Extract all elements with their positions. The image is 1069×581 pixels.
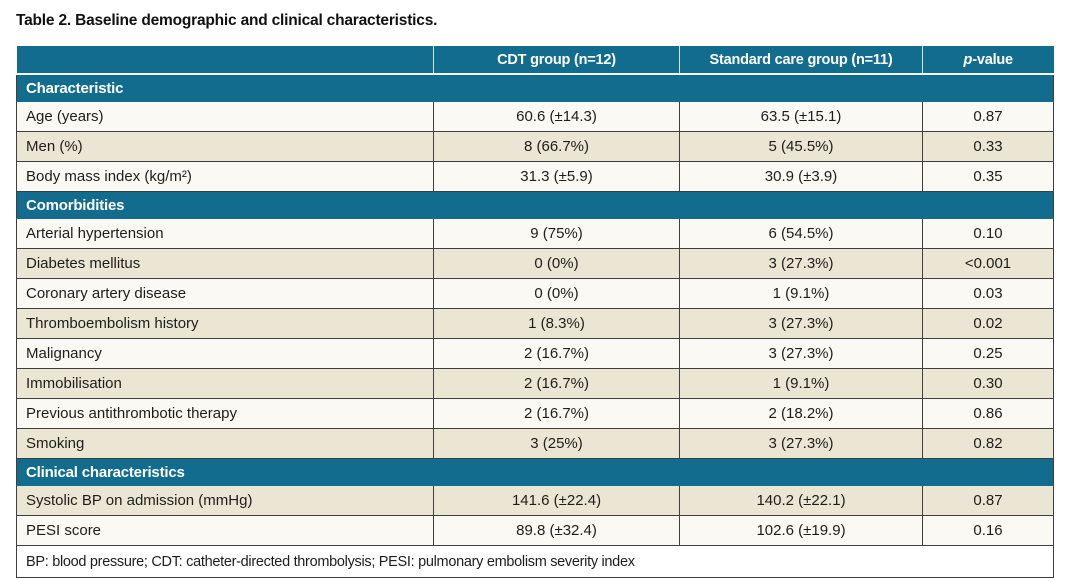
standard-value-cell: 5 (45.5%) (679, 131, 923, 162)
p-value-rest: -value (972, 51, 1013, 68)
col-header-cdt-group: CDT group (n=12) (433, 46, 680, 75)
row-label: Age (years) (16, 101, 434, 132)
table-row: Previous antithrombotic therapy 2 (16.7%… (16, 398, 1054, 429)
table-row: Diabetes mellitus 0 (0%) 3 (27.3%) <0.00… (16, 248, 1054, 279)
cdt-value-cell: 8 (66.7%) (433, 131, 680, 162)
section-header-row-characteristic: Characteristic (16, 73, 1054, 102)
table-row: Age (years) 60.6 (±14.3) 63.5 (±15.1) 0.… (16, 101, 1054, 132)
cdt-value-cell: 60.6 (±14.3) (433, 101, 680, 132)
row-label: Body mass index (kg/m²) (16, 161, 434, 192)
row-label: Diabetes mellitus (16, 248, 434, 279)
row-label: Smoking (16, 428, 434, 459)
p-value-cell: 0.87 (922, 101, 1054, 132)
cdt-value-cell: 89.8 (±32.4) (433, 515, 680, 546)
p-value-cell: 0.86 (922, 398, 1054, 429)
row-label: Immobilisation (16, 368, 434, 399)
standard-value-cell: 1 (9.1%) (679, 368, 923, 399)
p-value-cell: 0.87 (922, 485, 1054, 516)
cdt-value-cell: 2 (16.7%) (433, 368, 680, 399)
standard-value-cell: 2 (18.2%) (679, 398, 923, 429)
row-label: Systolic BP on admission (mmHg) (16, 485, 434, 516)
table-row: Systolic BP on admission (mmHg) 141.6 (±… (16, 485, 1054, 516)
cdt-value-cell: 1 (8.3%) (433, 308, 680, 339)
standard-value-cell: 1 (9.1%) (679, 278, 923, 309)
cdt-value-cell: 31.3 (±5.9) (433, 161, 680, 192)
row-label: PESI score (16, 515, 434, 546)
section-title: Clinical characteristics (16, 458, 1054, 486)
standard-value-cell: 63.5 (±15.1) (679, 101, 923, 132)
table-row: Body mass index (kg/m²) 31.3 (±5.9) 30.9… (16, 161, 1054, 192)
table-row: Men (%) 8 (66.7%) 5 (45.5%) 0.33 (16, 131, 1054, 162)
table-row: Smoking 3 (25%) 3 (27.3%) 0.82 (16, 428, 1054, 459)
cdt-value-cell: 3 (25%) (433, 428, 680, 459)
row-label: Arterial hypertension (16, 218, 434, 249)
cdt-value-cell: 141.6 (±22.4) (433, 485, 680, 516)
standard-value-cell: 3 (27.3%) (679, 338, 923, 369)
p-value-italic-p: p (963, 51, 973, 68)
table-row: Immobilisation 2 (16.7%) 1 (9.1%) 0.30 (16, 368, 1054, 399)
standard-value-cell: 30.9 (±3.9) (679, 161, 923, 192)
section-header-row-clinical-characteristics: Clinical characteristics (16, 458, 1054, 486)
table-row: Malignancy 2 (16.7%) 3 (27.3%) 0.25 (16, 338, 1054, 369)
p-value-cell: 0.25 (922, 338, 1054, 369)
standard-value-cell: 3 (27.3%) (679, 428, 923, 459)
cdt-value-cell: 2 (16.7%) (433, 398, 680, 429)
p-value-cell: 0.02 (922, 308, 1054, 339)
row-label: Men (%) (16, 131, 434, 162)
cdt-value-cell: 2 (16.7%) (433, 338, 680, 369)
table-row: PESI score 89.8 (±32.4) 102.6 (±19.9) 0.… (16, 515, 1054, 546)
p-value-cell: 0.82 (922, 428, 1054, 459)
standard-value-cell: 140.2 (±22.1) (679, 485, 923, 516)
footnote-row: BP: blood pressure; CDT: catheter-direct… (16, 545, 1054, 578)
p-value-cell: 0.03 (922, 278, 1054, 309)
empty-corner-cell (16, 46, 434, 75)
standard-value-cell: 3 (27.3%) (679, 308, 923, 339)
section-title: Comorbidities (16, 191, 1054, 219)
section-header-row-comorbidities: Comorbidities (16, 191, 1054, 219)
cdt-value-cell: 0 (0%) (433, 248, 680, 279)
row-label: Previous antithrombotic therapy (16, 398, 434, 429)
p-value-cell: 0.30 (922, 368, 1054, 399)
table-row: Coronary artery disease 0 (0%) 1 (9.1%) … (16, 278, 1054, 309)
p-value-cell: 0.16 (922, 515, 1054, 546)
p-value-cell: <0.001 (922, 248, 1054, 279)
col-header-standard-care-group: Standard care group (n=11) (679, 46, 923, 75)
p-value-cell: 0.33 (922, 131, 1054, 162)
col-header-p-value: p-value (922, 46, 1054, 75)
table-title: Table 2. Baseline demographic and clinic… (16, 12, 438, 29)
p-value-cell: 0.35 (922, 161, 1054, 192)
column-header-row: CDT group (n=12) Standard care group (n=… (16, 46, 1054, 75)
footnote-text: BP: blood pressure; CDT: catheter-direct… (16, 545, 1054, 578)
standard-value-cell: 3 (27.3%) (679, 248, 923, 279)
section-title: Characteristic (16, 73, 1054, 102)
row-label: Malignancy (16, 338, 434, 369)
standard-value-cell: 6 (54.5%) (679, 218, 923, 249)
baseline-characteristics-table: CDT group (n=12) Standard care group (n=… (16, 46, 1054, 578)
row-label: Coronary artery disease (16, 278, 434, 309)
p-value-cell: 0.10 (922, 218, 1054, 249)
row-label: Thromboembolism history (16, 308, 434, 339)
standard-value-cell: 102.6 (±19.9) (679, 515, 923, 546)
cdt-value-cell: 0 (0%) (433, 278, 680, 309)
table-row: Thromboembolism history 1 (8.3%) 3 (27.3… (16, 308, 1054, 339)
cdt-value-cell: 9 (75%) (433, 218, 680, 249)
table-row: Arterial hypertension 9 (75%) 6 (54.5%) … (16, 218, 1054, 249)
